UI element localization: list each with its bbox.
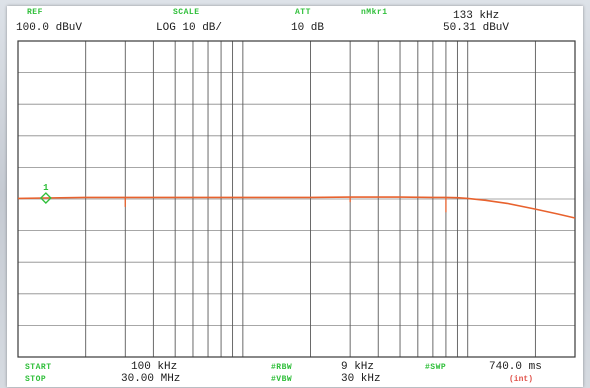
attenuation-title: ATT — [295, 8, 311, 17]
spectrum-plot: 1 — [17, 40, 576, 358]
ref-level: 100.0 dBuV — [16, 22, 83, 34]
start-title: START — [25, 363, 52, 372]
stop-frequency: 30.00 MHz — [121, 373, 181, 385]
trace-line — [17, 196, 576, 219]
marker-frequency: 133 kHz — [453, 10, 500, 22]
stop-title: STOP — [25, 375, 47, 384]
ref-title: REF — [27, 8, 43, 17]
sweep-time: 740.0 ms — [489, 361, 542, 373]
marker-label: 1 — [43, 183, 49, 193]
rbw-value: 9 kHz — [341, 361, 375, 373]
rbw-title: #RBW — [271, 363, 293, 372]
sweep-mode: (int) — [509, 375, 534, 384]
sweep-title: #SWP — [425, 363, 447, 372]
marker-diamond — [39, 192, 52, 204]
analyzer-screen: REF 100.0 dBuV SCALE LOG 10 dB/ ATT 10 d… — [7, 6, 583, 387]
marker-level: 50.31 dBuV — [443, 22, 510, 34]
plot-frame — [17, 40, 576, 358]
vbw-title: #VBW — [271, 375, 293, 384]
scale-value: LOG 10 dB/ — [156, 22, 223, 34]
vbw-value: 30 kHz — [341, 373, 381, 385]
attenuation-value: 10 dB — [291, 22, 325, 34]
scale-title: SCALE — [173, 8, 200, 17]
start-frequency: 100 kHz — [131, 361, 178, 373]
marker-title: nMkr1 — [361, 8, 388, 17]
